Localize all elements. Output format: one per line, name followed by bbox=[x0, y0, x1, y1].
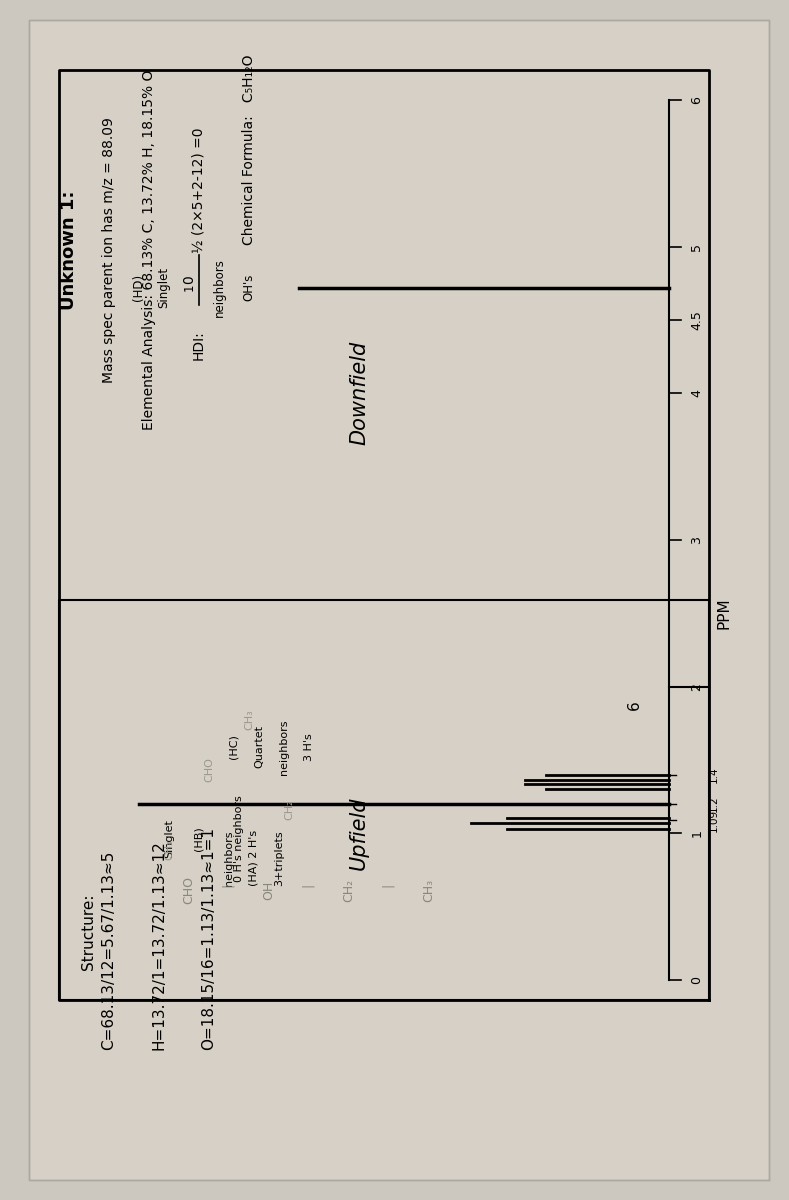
Text: (HC): (HC) bbox=[229, 734, 239, 760]
Text: HDI:: HDI: bbox=[192, 330, 206, 360]
Text: Unknown 1:: Unknown 1: bbox=[60, 191, 78, 310]
Text: Chemical Formula:   C₅H₁₂O: Chemical Formula: C₅H₁₂O bbox=[242, 55, 256, 245]
Text: Structure:: Structure: bbox=[81, 894, 96, 970]
Text: 4: 4 bbox=[690, 389, 704, 397]
Text: 3: 3 bbox=[690, 536, 704, 544]
Text: Singlet: Singlet bbox=[164, 820, 174, 858]
Text: 0: 0 bbox=[182, 276, 196, 284]
Text: CHO: CHO bbox=[182, 876, 196, 904]
Text: CH₃: CH₃ bbox=[244, 709, 254, 731]
Text: Upfield: Upfield bbox=[349, 797, 369, 870]
Text: 5: 5 bbox=[690, 242, 704, 251]
Text: CH₂: CH₂ bbox=[342, 878, 356, 901]
Text: |: | bbox=[302, 884, 316, 896]
Text: 6: 6 bbox=[626, 700, 641, 709]
Text: OH's: OH's bbox=[242, 274, 256, 301]
Text: 3+triplets: 3+triplets bbox=[274, 830, 284, 886]
Text: 1.4: 1.4 bbox=[709, 767, 719, 782]
Text: 1.09: 1.09 bbox=[709, 809, 719, 832]
Text: 0: 0 bbox=[690, 976, 704, 984]
Text: H=13.72/1=13.72/1.13≈12: H=13.72/1=13.72/1.13≈12 bbox=[151, 840, 166, 1050]
Text: 4.5: 4.5 bbox=[690, 310, 704, 330]
Text: ½ (2×5+2-12) =0: ½ (2×5+2-12) =0 bbox=[192, 127, 206, 253]
Text: O=18.15/16=1.13/1.13≈1=1: O=18.15/16=1.13/1.13≈1=1 bbox=[201, 827, 216, 1050]
Text: Downfield: Downfield bbox=[349, 341, 369, 445]
Text: Quartet: Quartet bbox=[254, 726, 264, 768]
Text: neighbors: neighbors bbox=[279, 719, 289, 775]
Text: 1.2: 1.2 bbox=[709, 796, 719, 812]
Text: 2: 2 bbox=[690, 683, 704, 691]
Text: Mass spec parent ion has m/z = 88.09: Mass spec parent ion has m/z = 88.09 bbox=[102, 118, 116, 383]
Polygon shape bbox=[29, 20, 769, 1180]
Text: (HB): (HB) bbox=[194, 827, 204, 851]
Text: |: | bbox=[383, 884, 395, 896]
Text: Singlet: Singlet bbox=[158, 268, 170, 308]
Text: neighbors: neighbors bbox=[212, 258, 226, 317]
Text: 3 H's: 3 H's bbox=[304, 733, 314, 761]
Text: 1: 1 bbox=[690, 829, 704, 838]
Text: (HD): (HD) bbox=[133, 274, 145, 301]
Text: CH₃: CH₃ bbox=[164, 840, 174, 860]
Text: CH₂: CH₂ bbox=[284, 799, 294, 821]
Text: PPM: PPM bbox=[716, 598, 731, 629]
Text: CHO: CHO bbox=[204, 757, 214, 782]
Text: |: | bbox=[222, 884, 235, 896]
Text: 0 H's neighbors: 0 H's neighbors bbox=[234, 796, 244, 882]
Text: (HA) 2 H's: (HA) 2 H's bbox=[249, 830, 259, 886]
Text: OH: OH bbox=[263, 881, 275, 900]
Text: 1: 1 bbox=[182, 284, 196, 292]
Text: 6: 6 bbox=[690, 96, 704, 104]
Text: CH₃: CH₃ bbox=[422, 878, 436, 901]
Text: C=68.13/12=5.67/1.13≈5: C=68.13/12=5.67/1.13≈5 bbox=[102, 851, 117, 1050]
Text: neighbors: neighbors bbox=[224, 830, 234, 886]
Text: Elemental Analysis: 68.13% C, 13.72% H, 18.15% O: Elemental Analysis: 68.13% C, 13.72% H, … bbox=[142, 70, 156, 430]
